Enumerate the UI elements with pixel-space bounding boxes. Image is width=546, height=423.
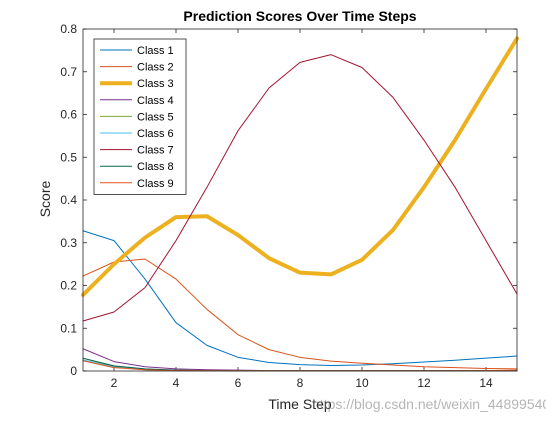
y-tick-label: 0.2 xyxy=(60,279,77,293)
y-tick-label: 0.3 xyxy=(60,236,77,250)
series-line-3 xyxy=(81,36,519,297)
legend-label-1: Class 1 xyxy=(137,45,174,57)
x-tick-label: 10 xyxy=(355,376,369,390)
x-tick-label: 8 xyxy=(297,376,304,390)
x-tick-label: 14 xyxy=(479,376,493,390)
legend-label-7: Class 7 xyxy=(137,145,174,157)
y-tick-label: 0.7 xyxy=(60,65,77,79)
chart-title: Prediction Scores Over Time Steps xyxy=(183,8,416,24)
y-tick-label: 0.1 xyxy=(60,321,77,335)
axes-frame xyxy=(82,28,518,372)
y-tick-label: 0.6 xyxy=(60,108,77,122)
watermark: https://blog.csdn.net/weixin_44899540 xyxy=(312,396,546,412)
y-tick-label: 0.5 xyxy=(60,150,77,164)
y-axis-label: Score xyxy=(37,181,53,218)
x-axis-label: Time Step xyxy=(268,396,331,412)
legend-label-9: Class 9 xyxy=(137,178,174,190)
legend-label-3: Class 3 xyxy=(137,78,174,90)
series-line-1 xyxy=(82,230,518,366)
legend-label-2: Class 2 xyxy=(137,62,174,74)
series-line-2 xyxy=(82,258,518,370)
legend-label-5: Class 5 xyxy=(137,111,174,123)
legend-label-4: Class 4 xyxy=(137,95,174,107)
y-tick-label: 0 xyxy=(70,364,77,378)
plot-area: 2 4 6 8 10 12 14 0 0.1 0.2 0.3 0.4 0.5 0.6 0.7 0.8 Class… xyxy=(60,22,519,390)
x-tick-label: 12 xyxy=(417,376,431,390)
legend-label-8: Class 8 xyxy=(137,161,174,173)
y-tick-label: 0.4 xyxy=(60,193,77,207)
series-line-7 xyxy=(82,54,518,322)
legend-label-6: Class 6 xyxy=(137,128,174,140)
x-tick-label: 2 xyxy=(111,376,118,390)
x-tick-label: 4 xyxy=(173,376,180,390)
y-tick-label: 0.8 xyxy=(60,22,77,36)
x-tick-label: 6 xyxy=(235,376,242,390)
